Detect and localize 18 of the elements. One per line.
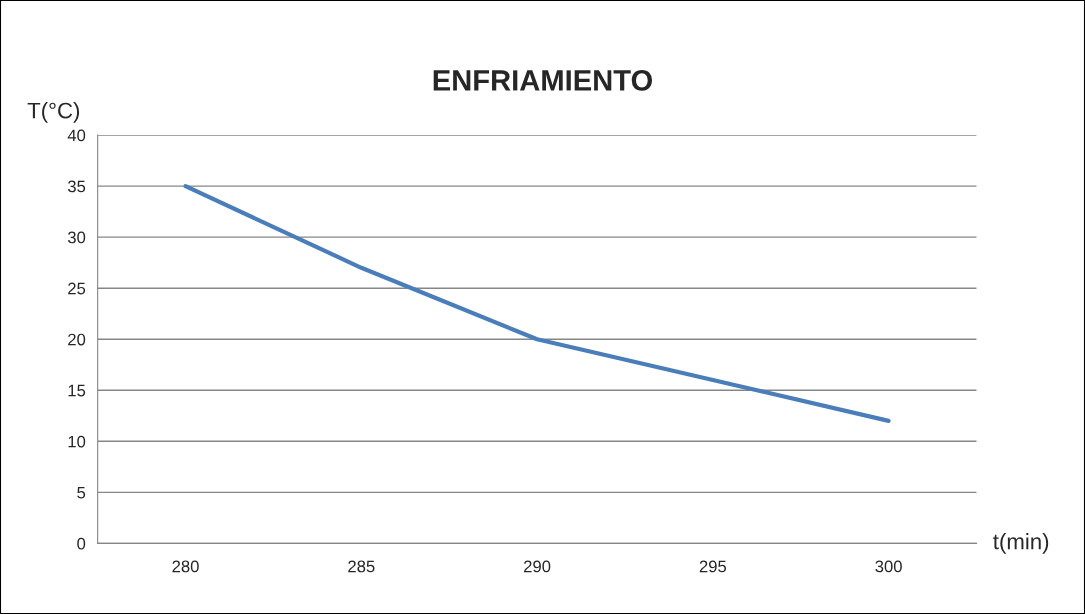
line-series xyxy=(183,184,891,423)
y-tick-label: 30 xyxy=(67,231,86,244)
y-tick-label: 10 xyxy=(68,435,86,448)
chart-title: ENFRIAMIENTO xyxy=(433,70,653,91)
y-axis-title: T(°C) xyxy=(27,102,80,123)
y-tick-label: 15 xyxy=(68,384,86,397)
x-tick-label: 290 xyxy=(524,560,551,573)
y-tick-label: 0 xyxy=(77,537,86,550)
y-tick-label: 20 xyxy=(68,333,86,346)
x-axis-title: t(min) xyxy=(993,533,1049,554)
y-tick-label: 5 xyxy=(77,486,86,499)
x-tick-label: 300 xyxy=(875,560,902,573)
y-tick-label: 40 xyxy=(67,129,86,142)
x-tick-label: 285 xyxy=(348,560,375,573)
y-tick-label: 35 xyxy=(67,180,86,193)
y-tick-label: 25 xyxy=(68,282,86,295)
x-tick-label: 295 xyxy=(699,560,727,573)
x-tick-label: 280 xyxy=(172,560,199,573)
